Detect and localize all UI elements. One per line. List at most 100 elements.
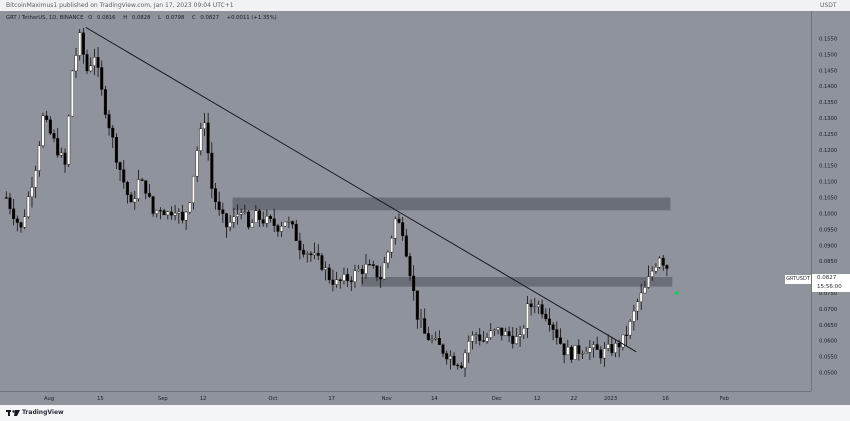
bearish-candle bbox=[426, 333, 430, 341]
bullish-candle bbox=[199, 128, 203, 151]
bullish-candle bbox=[419, 318, 423, 320]
price-tick-label: 0.0700 bbox=[819, 307, 837, 313]
bullish-candle bbox=[518, 334, 522, 337]
bearish-candle bbox=[276, 225, 280, 232]
bullish-candle bbox=[239, 212, 243, 215]
bearish-candle bbox=[320, 255, 324, 270]
bearish-candle bbox=[547, 318, 551, 325]
publisher-text: BitcoinMaximus1 published on TradingView… bbox=[6, 2, 234, 9]
bullish-candle bbox=[463, 352, 467, 369]
open-value: O 0.0816 bbox=[88, 15, 116, 21]
up-arrow-icon bbox=[673, 290, 680, 295]
price-tick-label: 0.0500 bbox=[819, 371, 837, 377]
bullish-candle bbox=[364, 264, 368, 274]
bearish-candle bbox=[206, 122, 210, 154]
bullish-candle bbox=[342, 274, 346, 281]
price-tick-label: 0.1150 bbox=[819, 164, 837, 170]
bullish-candle bbox=[566, 346, 570, 356]
bullish-candle bbox=[573, 345, 577, 360]
bearish-candle bbox=[331, 279, 335, 285]
bullish-candle bbox=[470, 335, 474, 342]
bullish-candle bbox=[166, 211, 170, 216]
bullish-candle bbox=[250, 222, 254, 228]
bullish-candle bbox=[26, 196, 30, 218]
bullish-candle bbox=[136, 179, 140, 199]
bearish-candle bbox=[221, 209, 225, 214]
price-scale[interactable] bbox=[811, 11, 850, 391]
bullish-candle bbox=[313, 252, 317, 256]
bearish-candle bbox=[96, 57, 100, 68]
time-tick-label: 15 bbox=[97, 396, 104, 402]
bearish-candle bbox=[111, 127, 115, 138]
time-tick-label: 12 bbox=[200, 396, 207, 402]
bullish-candle bbox=[514, 336, 518, 344]
bullish-candle bbox=[434, 337, 438, 340]
bearish-candle bbox=[529, 303, 533, 307]
bullish-candle bbox=[503, 331, 507, 336]
bullish-candle bbox=[188, 202, 192, 213]
price-tick-label: 0.1350 bbox=[819, 100, 837, 106]
bullish-candle bbox=[70, 70, 74, 117]
bullish-candle bbox=[173, 213, 177, 216]
bearish-candle bbox=[500, 327, 504, 336]
bullish-candle bbox=[654, 267, 658, 272]
bullish-candle bbox=[536, 304, 540, 307]
bearish-candle bbox=[555, 329, 559, 338]
bullish-candle bbox=[74, 55, 78, 72]
bearish-candle bbox=[247, 211, 251, 228]
bearish-candle bbox=[349, 280, 353, 283]
bearish-candle bbox=[125, 181, 129, 195]
bearish-candle bbox=[294, 224, 298, 242]
time-axis[interactable] bbox=[0, 391, 811, 406]
bearish-candle bbox=[445, 353, 449, 360]
bearish-candle bbox=[540, 304, 544, 315]
price-tick-label: 0.1450 bbox=[819, 68, 837, 74]
bullish-candle bbox=[525, 303, 529, 329]
bullish-candle bbox=[280, 225, 284, 232]
bearish-candle bbox=[478, 334, 482, 341]
bearish-candle bbox=[562, 343, 566, 356]
price-tick-label: 0.1050 bbox=[819, 196, 837, 202]
bearish-candle bbox=[45, 115, 49, 120]
last-price: 0.0827 bbox=[817, 275, 837, 281]
bullish-candle bbox=[357, 269, 361, 271]
bullish-candle bbox=[191, 175, 195, 204]
bearish-candle bbox=[595, 344, 599, 350]
footer-brand[interactable]: TradingView bbox=[22, 409, 64, 416]
bullish-candle bbox=[30, 187, 34, 197]
bullish-candle bbox=[177, 211, 181, 214]
bullish-candle bbox=[265, 216, 269, 224]
bearish-candle bbox=[481, 340, 485, 342]
bearish-candle bbox=[551, 324, 555, 330]
bearish-candle bbox=[261, 219, 265, 224]
bullish-candle bbox=[67, 115, 71, 165]
bearish-candle bbox=[569, 346, 573, 360]
time-tick-label: Nov bbox=[382, 396, 392, 402]
bullish-candle bbox=[155, 210, 159, 214]
bearish-candle bbox=[401, 222, 405, 236]
bullish-candle bbox=[243, 211, 247, 213]
bearish-candle bbox=[408, 256, 412, 277]
bullish-candle bbox=[647, 276, 651, 288]
bullish-candle bbox=[92, 57, 96, 66]
bearish-candle bbox=[100, 67, 104, 90]
bullish-candle bbox=[41, 115, 45, 147]
tradingview-logo-icon[interactable] bbox=[6, 409, 20, 417]
bearish-candle bbox=[404, 235, 408, 257]
bullish-candle bbox=[305, 253, 309, 255]
bullish-candle bbox=[584, 352, 588, 354]
time-tick-label: 17 bbox=[328, 396, 335, 402]
bearish-candle bbox=[309, 253, 313, 256]
bearish-candle bbox=[52, 133, 56, 139]
trendline-layer bbox=[85, 26, 637, 353]
bearish-candle bbox=[158, 210, 162, 212]
bearish-candle bbox=[151, 196, 155, 214]
bullish-candle bbox=[496, 327, 500, 331]
time-tick-label: 2023 bbox=[604, 396, 617, 402]
bullish-candle bbox=[606, 344, 610, 349]
bearish-candle bbox=[375, 265, 379, 278]
bearish-candle bbox=[441, 344, 445, 354]
bullish-candle bbox=[254, 210, 258, 223]
price-tick-label: 0.1400 bbox=[819, 84, 837, 90]
